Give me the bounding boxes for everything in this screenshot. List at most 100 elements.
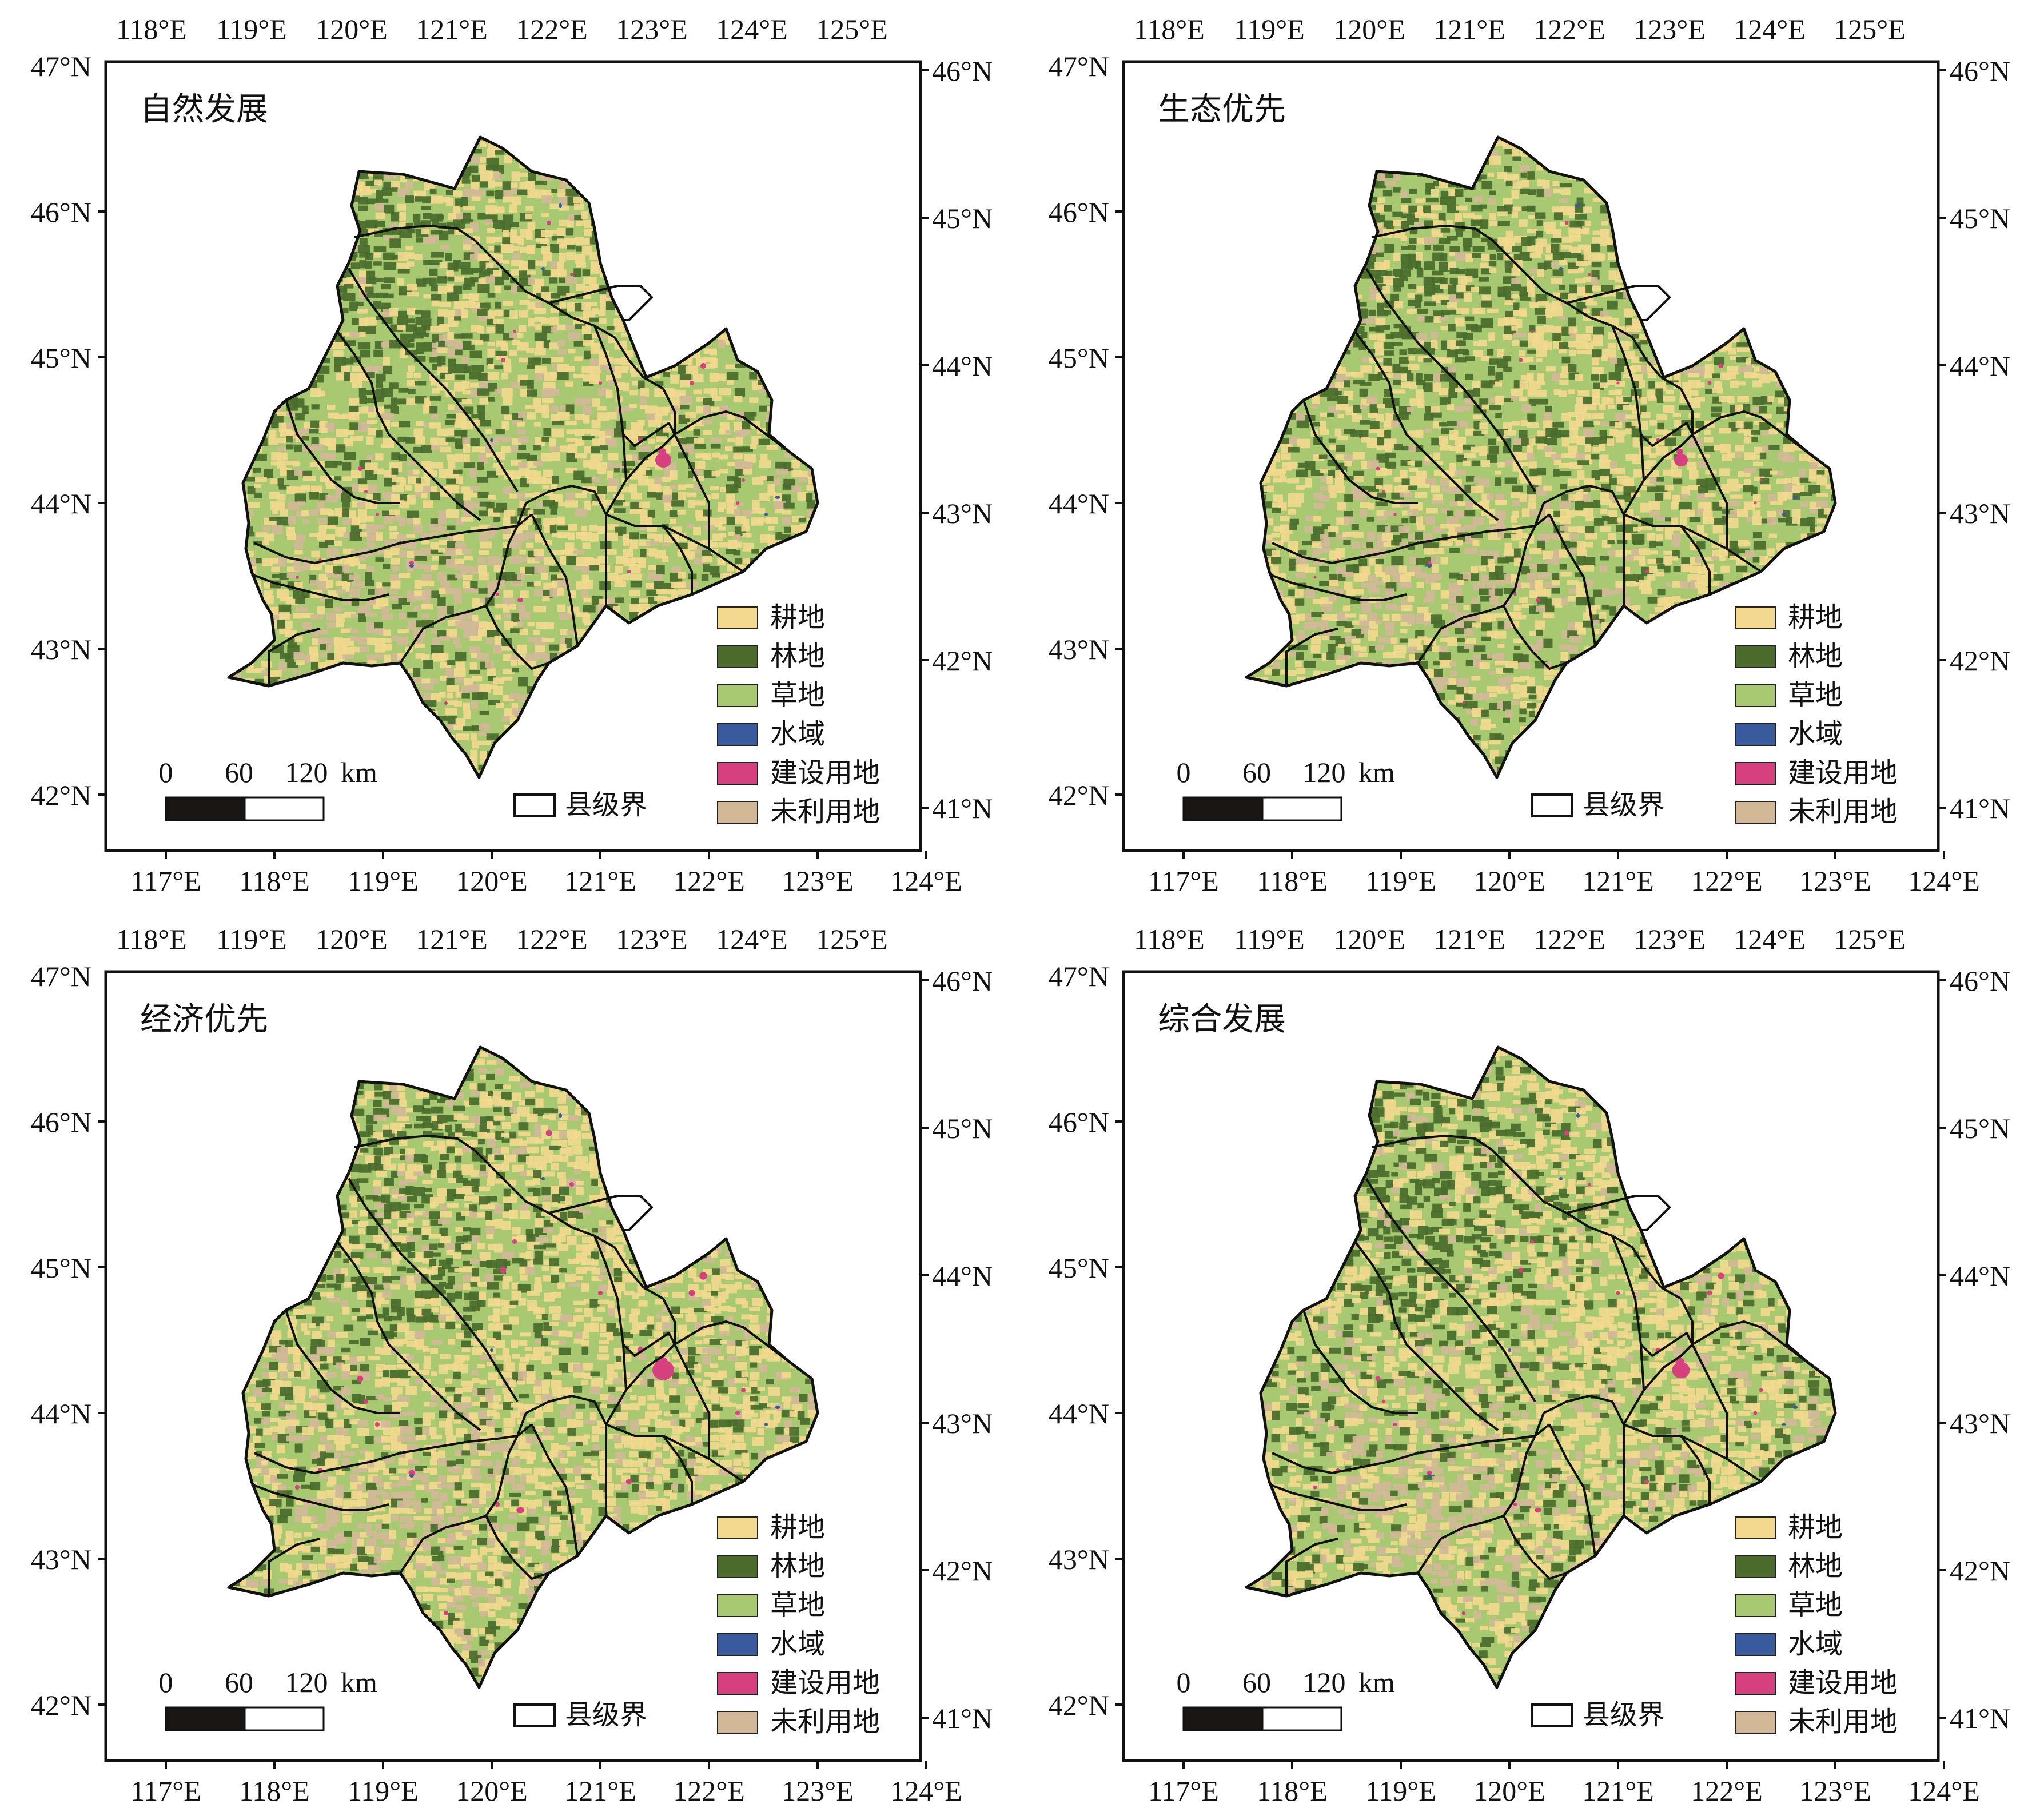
- land-cover-cell: [471, 414, 482, 418]
- land-cover-cell: [1576, 221, 1588, 226]
- land-cover-cell: [767, 484, 775, 492]
- land-cover-cell: [573, 197, 583, 203]
- land-cover-cell: [319, 542, 328, 548]
- land-cover-cell: [454, 229, 465, 235]
- land-cover-cell: [654, 574, 663, 582]
- land-cover-cell: [397, 398, 410, 405]
- land-cover-cell: [1456, 205, 1468, 211]
- land-cover-cell: [373, 493, 381, 501]
- land-cover-cell: [543, 189, 553, 198]
- land-cover-cell: [718, 388, 731, 396]
- land-cover-cell: [605, 532, 619, 541]
- land-cover-cell: [686, 524, 695, 529]
- land-cover-cell: [613, 318, 622, 326]
- land-cover-cell: [527, 582, 535, 587]
- land-cover-cell: [469, 293, 480, 302]
- land-cover-cell: [503, 397, 513, 405]
- legend-swatch: [717, 684, 758, 707]
- land-cover-cell: [751, 549, 761, 554]
- built-up-area: [376, 513, 379, 516]
- land-cover-cell: [712, 452, 720, 458]
- land-cover-cell: [1463, 246, 1471, 252]
- land-cover-cell: [1425, 182, 1435, 189]
- land-cover-cell: [590, 349, 602, 355]
- land-cover-cell: [599, 310, 606, 316]
- land-cover-cell: [381, 613, 393, 620]
- built-up-area: [496, 593, 499, 596]
- land-cover-cell: [566, 252, 576, 260]
- land-cover-cell: [654, 596, 667, 602]
- land-cover-cell: [512, 438, 521, 445]
- right-latitude-label: 44°N: [1950, 350, 2010, 382]
- land-cover-cell: [1408, 245, 1416, 250]
- land-cover-cell: [429, 374, 436, 382]
- built-up-area: [627, 570, 631, 573]
- land-cover-cell: [472, 236, 480, 244]
- land-cover-cell: [253, 541, 264, 546]
- land-cover-cell: [415, 310, 422, 315]
- land-cover-cell: [366, 277, 377, 285]
- land-cover-cell: [1440, 227, 1451, 233]
- land-cover-cell: [1575, 261, 1588, 266]
- land-cover-cell: [469, 468, 477, 478]
- land-cover-cell: [360, 189, 372, 195]
- land-cover-cell: [293, 462, 300, 467]
- land-cover-cell: [261, 540, 269, 545]
- land-cover-cell: [438, 309, 448, 318]
- land-cover-cell: [359, 260, 366, 269]
- land-cover-cell: [376, 598, 389, 606]
- land-cover-cell: [1416, 237, 1428, 245]
- land-cover-cell: [607, 366, 619, 373]
- land-cover-cell: [1447, 204, 1459, 213]
- land-cover-cell: [431, 462, 444, 469]
- land-cover-cell: [583, 277, 592, 284]
- land-cover-cell: [271, 509, 278, 514]
- land-cover-cell: [293, 613, 303, 619]
- land-cover-cell: [527, 557, 540, 564]
- land-cover-cell: [607, 453, 619, 461]
- land-cover-cell: [526, 477, 539, 484]
- land-cover-cell: [1527, 245, 1538, 252]
- land-cover-cell: [1400, 236, 1408, 241]
- land-cover-cell: [472, 189, 485, 197]
- land-cover-cell: [439, 334, 447, 341]
- land-cover-cell: [373, 172, 384, 182]
- land-cover-cell: [654, 388, 666, 397]
- land-cover-cell: [341, 493, 351, 502]
- land-cover-cell: [575, 220, 585, 226]
- land-cover-cell: [254, 492, 262, 498]
- land-cover-cell: [471, 653, 482, 658]
- land-cover-cell: [1472, 253, 1481, 258]
- land-cover-cell: [445, 190, 454, 195]
- land-cover-cell: [310, 614, 323, 620]
- land-cover-cell: [791, 485, 802, 493]
- land-cover-cell: [390, 397, 397, 406]
- land-cover-cell: [807, 510, 817, 517]
- land-cover-cell: [374, 341, 383, 349]
- land-cover-cell: [397, 317, 408, 326]
- land-cover-cell: [573, 268, 581, 277]
- land-cover-cell: [503, 364, 512, 373]
- left-latitude-label: 46°N: [1049, 196, 1109, 228]
- land-cover-cell: [367, 420, 378, 424]
- land-cover-cell: [533, 548, 545, 556]
- land-cover-cell: [511, 260, 524, 266]
- land-cover-cell: [750, 421, 760, 429]
- built-up-area: [547, 221, 551, 225]
- land-cover-cell: [389, 526, 397, 531]
- land-cover-cell: [541, 246, 552, 254]
- land-cover-cell: [349, 510, 356, 519]
- land-cover-cell: [504, 708, 515, 718]
- land-cover-cell: [342, 564, 350, 573]
- land-cover-cell: [582, 269, 591, 277]
- land-cover-cell: [447, 332, 454, 341]
- land-cover-cell: [600, 445, 608, 450]
- land-cover-cell: [1536, 220, 1543, 226]
- land-cover-cell: [710, 486, 719, 490]
- land-cover-cell: [582, 429, 593, 434]
- county-boundary: [336, 330, 481, 521]
- land-cover-cell: [511, 340, 520, 345]
- land-cover-cell: [472, 308, 481, 313]
- land-cover-cell: [797, 492, 808, 501]
- land-cover-cell: [576, 612, 589, 617]
